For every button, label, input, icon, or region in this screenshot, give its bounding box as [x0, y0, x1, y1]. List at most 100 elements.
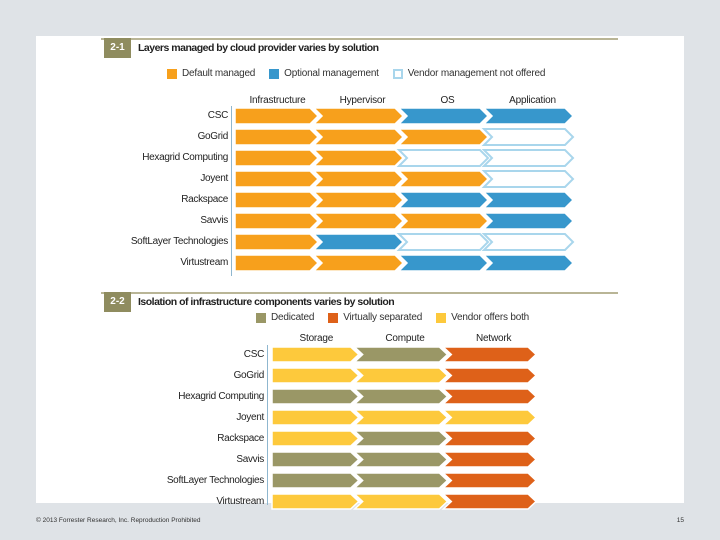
legend-label: Optional management	[284, 68, 379, 79]
row-label-gogrid: GoGrid	[233, 369, 265, 381]
column-header-compute: Compute	[385, 333, 425, 344]
bar-segment-joyent-hypervisor	[312, 170, 405, 188]
bar-segment-rackspace-hypervisor	[312, 191, 405, 209]
column-header-os: OS	[440, 95, 455, 106]
legend-label: Vendor offers both	[451, 312, 530, 323]
column-header-network: Network	[476, 333, 512, 344]
bar-segment-savvis-compute	[352, 451, 449, 468]
column-header-hypervisor: Hypervisor	[339, 95, 386, 106]
column-header-infrastructure: Infrastructure	[249, 95, 306, 106]
bar-segment-csc-os	[397, 107, 490, 125]
figure-2-number: 2-2	[104, 292, 131, 312]
column-header-storage: Storage	[299, 333, 334, 344]
bar-segment-softlayer-technologies-hypervisor	[312, 233, 405, 251]
bar-segment-joyent-application	[481, 170, 575, 188]
row-label-joyent: Joyent	[200, 173, 228, 184]
legend-label: Virtually separated	[343, 312, 423, 323]
bar-segment-csc-hypervisor	[312, 107, 405, 125]
bar-segment-csc-storage	[271, 346, 360, 363]
bar-segment-savvis-infrastructure	[234, 212, 320, 230]
bar-segment-savvis-network	[441, 451, 538, 468]
legend-label: Default managed	[182, 68, 256, 79]
bar-segment-rackspace-application	[482, 191, 575, 209]
figure-1-axis	[231, 106, 232, 276]
bar-segment-savvis-hypervisor	[312, 212, 405, 230]
bar-segment-softlayer-technologies-storage	[271, 472, 360, 489]
row-label-softlayer-technologies: SoftLayer Technologies	[130, 236, 228, 247]
figure-2-legend: Dedicated Virtually separated Vendor offer…	[256, 312, 543, 323]
legend-item-vendor-management-not-offered: Vendor management not offered	[392, 68, 546, 79]
row-label-hexagrid-computing: Hexagrid Computing	[142, 152, 228, 163]
bar-segment-virtustream-network	[441, 493, 538, 510]
bar-segment-virtustream-os	[397, 254, 490, 272]
bar-segment-csc-compute	[352, 346, 449, 363]
bar-segment-gogrid-network	[441, 367, 538, 384]
bar-segment-savvis-application	[482, 212, 575, 230]
page-number: 15	[676, 517, 684, 524]
figure-1-rule	[101, 38, 618, 40]
bar-segment-gogrid-os	[397, 128, 490, 146]
figure-2-title: Isolation of infrastructure components v…	[138, 296, 395, 308]
bar-segment-rackspace-storage	[271, 430, 360, 447]
column-header-application: Application	[509, 95, 556, 106]
row-label-gogrid: GoGrid	[197, 131, 229, 142]
legend-swatch	[167, 68, 177, 79]
row-label-rackspace: Rackspace	[181, 194, 228, 205]
row-label-csc: CSC	[243, 348, 265, 360]
legend-item-virtually-separated: Virtually separated	[328, 312, 422, 323]
legend-item-dedicated: Dedicated	[256, 312, 314, 323]
bar-segment-csc-application	[482, 107, 575, 125]
row-label-joyent: Joyent	[236, 411, 264, 423]
row-label-rackspace: Rackspace	[217, 432, 264, 444]
figure-2-axis	[267, 345, 268, 505]
row-label-hexagrid-computing: Hexagrid Computing	[178, 390, 264, 402]
figure-2-rule	[101, 292, 618, 294]
legend-swatch	[256, 312, 266, 323]
row-label-softlayer-technologies: SoftLayer Technologies	[166, 474, 264, 486]
bar-segment-gogrid-storage	[271, 367, 360, 384]
bar-segment-hexagrid-computing-hypervisor	[312, 149, 405, 167]
legend-label: Vendor management not offered	[407, 68, 546, 79]
legend-item-vendor-offers-both: Vendor offers both	[436, 312, 529, 323]
legend-swatch	[392, 68, 403, 79]
bar-segment-hexagrid-computing-infrastructure	[234, 149, 320, 167]
bar-segment-joyent-compute	[352, 409, 449, 426]
bar-segment-softlayer-technologies-application	[481, 233, 575, 251]
row-label-virtustream: Virtustream	[180, 257, 228, 268]
bar-segment-virtustream-application	[482, 254, 575, 272]
legend-label: Dedicated	[271, 312, 315, 323]
bar-segment-csc-network	[441, 346, 538, 363]
legend-swatch	[328, 312, 339, 323]
figure-1-number: 2-1	[104, 38, 131, 58]
bar-segment-joyent-os	[397, 170, 490, 188]
legend-swatch	[269, 68, 280, 79]
bar-segment-joyent-storage	[271, 409, 360, 426]
bar-segment-virtustream-storage	[271, 493, 360, 510]
bar-segment-virtustream-infrastructure	[234, 254, 320, 272]
bar-segment-hexagrid-computing-application	[481, 149, 575, 167]
figure-1-title: Layers managed by cloud provider varies …	[138, 42, 379, 54]
bar-segment-gogrid-application	[481, 128, 575, 146]
legend-item-optional-management: Optional management	[269, 68, 379, 79]
legend-item-default-managed: Default managed	[167, 68, 255, 79]
bar-segment-savvis-os	[397, 212, 490, 230]
bar-segment-csc-infrastructure	[234, 107, 320, 125]
bar-segment-gogrid-infrastructure	[234, 128, 320, 146]
bar-segment-virtustream-hypervisor	[312, 254, 405, 272]
bar-segment-softlayer-technologies-compute	[352, 472, 449, 489]
bar-segment-softlayer-technologies-infrastructure	[234, 233, 320, 251]
bar-segment-gogrid-hypervisor	[312, 128, 405, 146]
row-label-csc: CSC	[207, 110, 229, 121]
bar-segment-softlayer-technologies-network	[441, 472, 538, 489]
copyright-notice: © 2013 Forrester Research, Inc. Reproduc…	[36, 517, 201, 524]
bar-segment-softlayer-technologies-os	[396, 233, 490, 251]
row-label-savvis: Savvis	[236, 453, 264, 465]
bar-segment-hexagrid-computing-os	[396, 149, 490, 167]
bar-segment-rackspace-infrastructure	[234, 191, 320, 209]
bar-segment-rackspace-compute	[352, 430, 449, 447]
bar-segment-rackspace-network	[441, 430, 538, 447]
figure-1-legend: Default managed Optional management Vendor…	[167, 68, 559, 79]
bar-segment-joyent-infrastructure	[234, 170, 320, 188]
